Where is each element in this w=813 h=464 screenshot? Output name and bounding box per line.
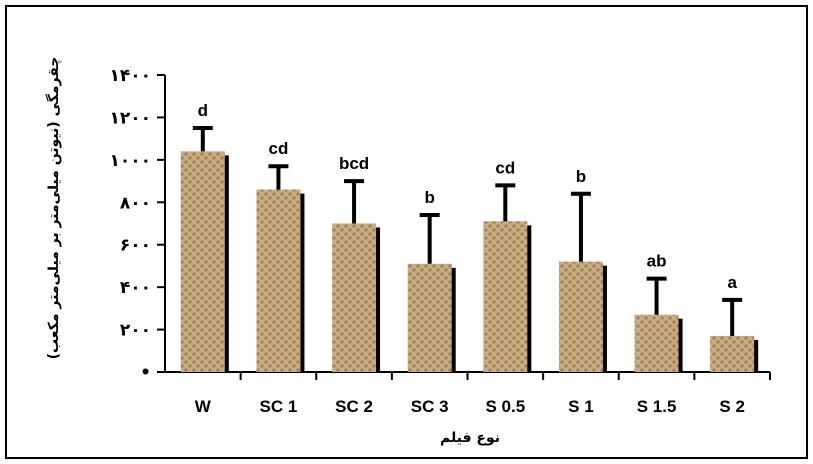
bar <box>710 335 755 372</box>
x-tick-label: SC 3 <box>411 397 449 416</box>
significance-label: a <box>727 273 737 292</box>
y-ticks: • ۲۰۰ ۴۰۰ ۶۰۰ ۸۰۰ ۱۰۰۰ ۱۲۰۰ ۱۴۰۰ <box>109 66 165 383</box>
significance-label: ab <box>647 252 667 271</box>
x-tick-label: SC 2 <box>335 397 373 416</box>
x-tick-label: S 1.5 <box>637 397 677 416</box>
x-tick-labels: W SC 1 SC 2 SC 3 S 0.5 S 1 S 1.5 S 2 <box>195 372 771 416</box>
x-tick-label: S 0.5 <box>485 397 525 416</box>
bar <box>180 151 225 372</box>
x-tick-label: S 1 <box>568 397 594 416</box>
significance-label: cd <box>495 158 515 177</box>
y-axis-title: چقرمگی (نیوتن میلی‌متر بر میلی‌متر مکعب) <box>45 57 62 360</box>
x-axis-title: نوع فیلم <box>440 430 500 446</box>
bar <box>483 221 528 372</box>
x-tick-label: W <box>195 397 212 416</box>
y-tick-label: ۴۰۰ <box>120 278 151 298</box>
bar <box>634 314 679 372</box>
x-tick-label: S 2 <box>719 397 745 416</box>
bar <box>332 223 377 372</box>
significance-label: b <box>576 167 586 186</box>
y-tick-label: ۱۴۰۰ <box>109 66 151 86</box>
y-tick-label: ۱۲۰۰ <box>109 108 151 128</box>
significance-label: cd <box>269 139 289 158</box>
y-tick-label: • <box>140 363 151 383</box>
chart-frame <box>5 5 808 459</box>
significance-label: d <box>198 101 208 120</box>
y-tick-label: ۸۰۰ <box>120 193 151 213</box>
bar <box>256 189 301 372</box>
significance-label: bcd <box>339 154 369 173</box>
bar <box>558 261 603 372</box>
y-tick-label: ۶۰۰ <box>120 236 151 256</box>
y-tick-label: ۱۰۰۰ <box>109 151 151 171</box>
bar <box>407 263 452 372</box>
y-tick-label: ۲۰۰ <box>120 321 151 341</box>
significance-label: b <box>424 188 434 207</box>
x-tick-label: SC 1 <box>260 397 298 416</box>
